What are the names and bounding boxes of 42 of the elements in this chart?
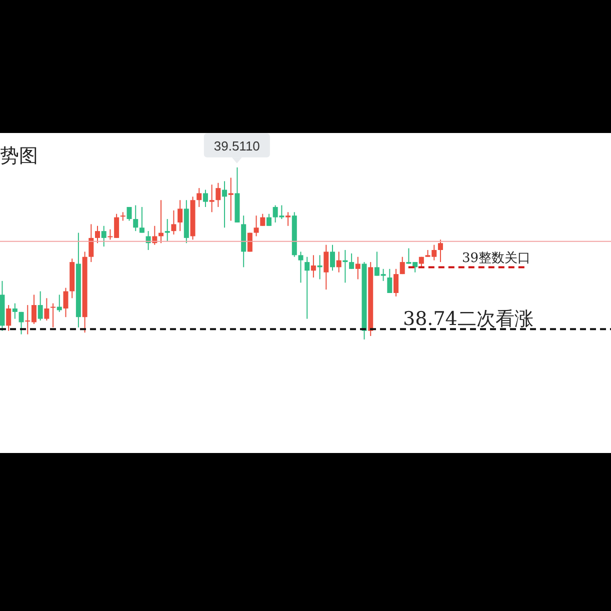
candlestick bbox=[133, 204, 138, 232]
candlestick bbox=[139, 206, 144, 234]
candlestick bbox=[260, 213, 266, 226]
candlestick bbox=[228, 177, 234, 222]
candlestick bbox=[304, 256, 310, 320]
candlestick bbox=[324, 244, 329, 290]
candlestick bbox=[44, 298, 50, 322]
candlestick bbox=[95, 225, 100, 244]
candlestick bbox=[298, 251, 304, 284]
candlestick bbox=[222, 180, 228, 228]
candlestick bbox=[171, 210, 176, 236]
candlestick bbox=[355, 256, 360, 280]
candlestick bbox=[330, 244, 335, 272]
candlestick bbox=[88, 224, 94, 263]
ref-line-label: 39整数关口 bbox=[462, 251, 531, 266]
candlestick bbox=[209, 184, 214, 213]
candlestick bbox=[6, 304, 12, 332]
ref-line-label: 38.74二次看涨 bbox=[403, 308, 534, 330]
candlestick bbox=[349, 252, 354, 270]
candlestick bbox=[178, 200, 183, 232]
candlestick bbox=[387, 268, 392, 294]
candlestick bbox=[202, 189, 208, 208]
chart-title: 势图 bbox=[0, 144, 38, 169]
candlestick bbox=[336, 251, 342, 273]
candlestick bbox=[63, 287, 68, 318]
candlestick bbox=[400, 256, 405, 275]
candlestick bbox=[38, 290, 43, 322]
candlestick bbox=[438, 239, 443, 263]
candlestick bbox=[196, 188, 202, 208]
candlestick bbox=[216, 182, 221, 208]
candlestick bbox=[164, 218, 170, 242]
candlestick bbox=[254, 215, 259, 237]
candlestick bbox=[266, 213, 272, 226]
candlestick bbox=[12, 302, 18, 320]
candlestick bbox=[286, 212, 291, 226]
candlestick bbox=[126, 206, 132, 222]
candlestick bbox=[50, 302, 56, 328]
annotation: 39.5110 bbox=[214, 138, 260, 154]
candlestick bbox=[101, 225, 106, 248]
candlestick bbox=[310, 254, 316, 278]
candlestick bbox=[18, 311, 24, 335]
candlestick bbox=[394, 268, 399, 297]
